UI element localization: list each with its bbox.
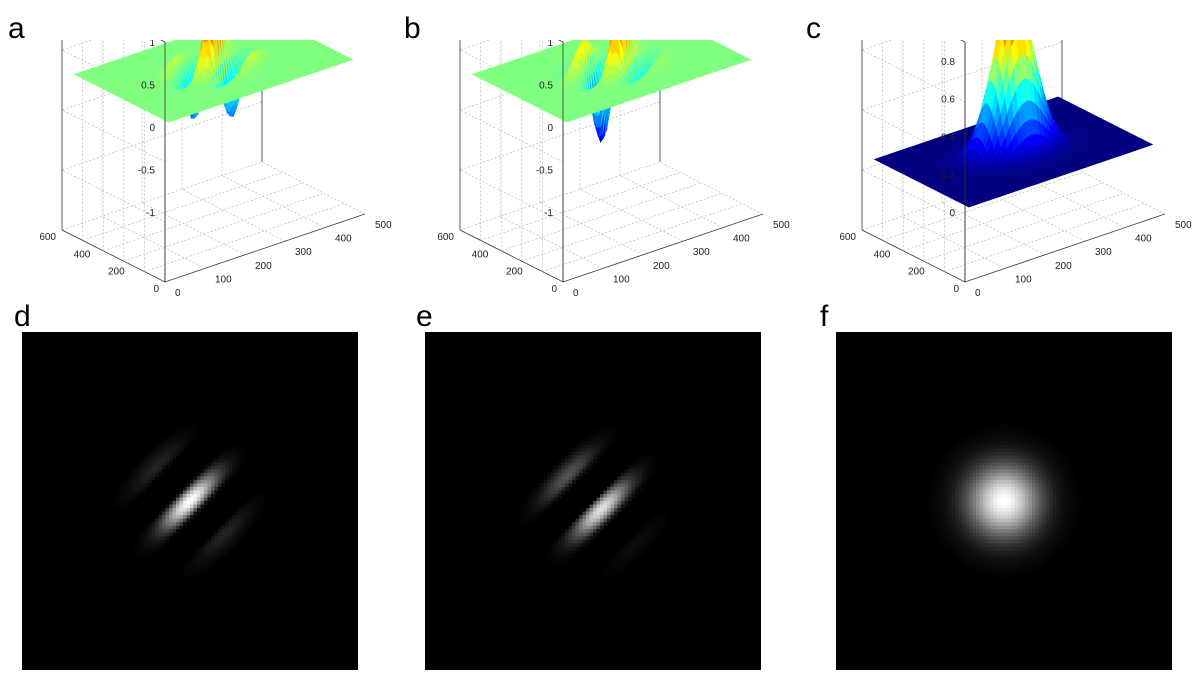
y-tick-label: 400 bbox=[74, 249, 91, 260]
panel-letter-f: f bbox=[820, 300, 829, 333]
panel-letter-e: e bbox=[416, 300, 433, 333]
surface-patch bbox=[1003, 40, 1007, 48]
panel-letter-d: d bbox=[14, 300, 31, 333]
x-tick-label: 200 bbox=[653, 261, 670, 272]
surface-patch bbox=[345, 58, 354, 62]
z-tick-label: -1 bbox=[146, 208, 155, 219]
surface-patch bbox=[200, 40, 203, 50]
z-tick-label: 0.5 bbox=[141, 81, 155, 92]
x-tick-label: 100 bbox=[215, 274, 232, 285]
y-tick-label: 200 bbox=[108, 267, 125, 278]
y-tick-label: 0 bbox=[153, 284, 159, 295]
x-tick-label: 0 bbox=[175, 288, 181, 299]
y-tick-label: 400 bbox=[472, 249, 489, 260]
z-tick-label: 1 bbox=[547, 40, 553, 49]
x-tick-label: 100 bbox=[613, 274, 630, 285]
z-tick-label: 0 bbox=[547, 123, 553, 134]
x-tick-label: 400 bbox=[733, 234, 750, 245]
x-tick-label: 200 bbox=[255, 261, 272, 272]
z-tick-label: -1 bbox=[544, 208, 553, 219]
panel-letter-c: c bbox=[806, 12, 821, 45]
z-tick-label: 0 bbox=[149, 123, 155, 134]
surface-plot-a: 1 0.5 0 -0.5 -1 0 100 200 300 400 500 0 200 400 600 bbox=[39, 40, 392, 299]
y-tick-label: 600 bbox=[437, 232, 454, 243]
surface-plot-b: 1 0.5 0 -0.5 -1 0 100 200 300 400 500 0 200 400 600 bbox=[437, 40, 790, 299]
z-tick-label: 1 bbox=[149, 40, 155, 49]
x-tick-label: 300 bbox=[693, 247, 710, 258]
z-tick-label: -0.5 bbox=[536, 166, 554, 177]
surface-mesh bbox=[73, 40, 354, 123]
x-tick-label: 400 bbox=[335, 234, 352, 245]
surface-patch bbox=[995, 40, 997, 44]
x-tick-label: 500 bbox=[773, 220, 790, 231]
surface-patch bbox=[743, 58, 752, 62]
surface-mesh bbox=[873, 40, 1154, 208]
x-tick-label: 0 bbox=[573, 288, 579, 299]
surface-patch bbox=[609, 40, 611, 46]
z-tick-label: -0.5 bbox=[138, 166, 156, 177]
panel-letter-b: b bbox=[404, 12, 421, 45]
surface-mesh bbox=[471, 40, 752, 144]
z-tick-label: 0.5 bbox=[539, 81, 553, 92]
y-tick-label: 0 bbox=[551, 284, 557, 295]
y-tick-label: 600 bbox=[39, 232, 56, 243]
y-tick-label: 200 bbox=[506, 267, 523, 278]
x-tick-label: 300 bbox=[295, 247, 312, 258]
x-tick-label: 500 bbox=[375, 220, 392, 231]
surface-patch bbox=[1010, 40, 1015, 48]
panel-letter-a: a bbox=[8, 12, 25, 45]
surface-patch bbox=[997, 40, 999, 41]
